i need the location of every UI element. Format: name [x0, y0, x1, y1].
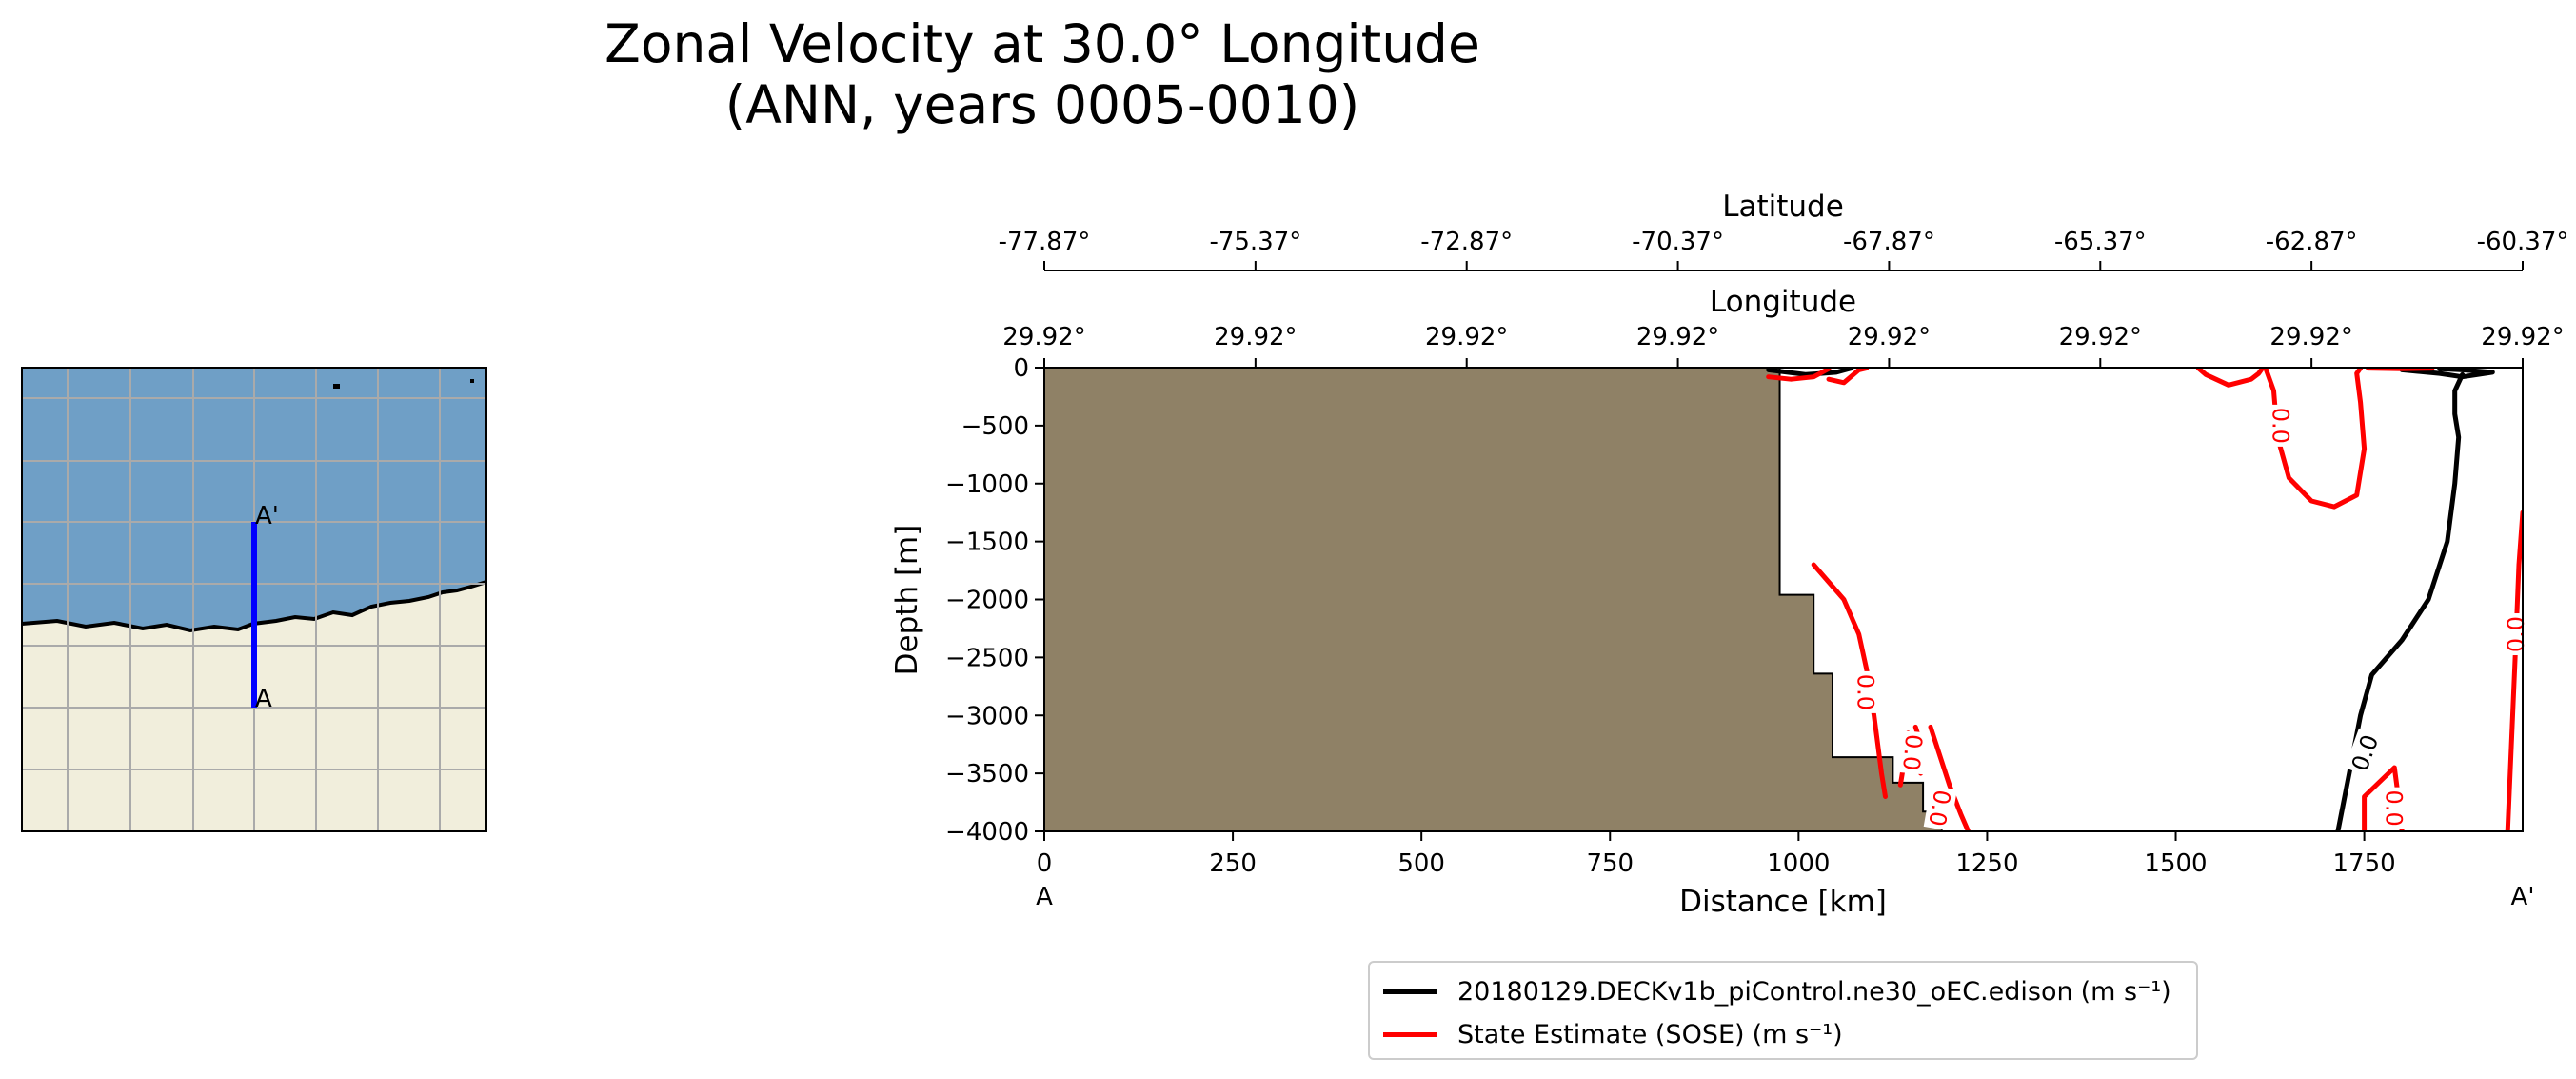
contour-label: 0.0 — [1923, 788, 1955, 828]
x-tick-label: 1250 — [1955, 849, 2018, 878]
legend-units-model: (m s⁻¹) — [2080, 976, 2171, 1007]
map-grid — [22, 368, 486, 831]
longitude-tick-label: 29.92° — [2481, 323, 2564, 351]
latitude-tick-label: -62.87° — [2266, 228, 2358, 256]
contour-label-bg — [2381, 787, 2408, 829]
latitude-tick-label: -77.87° — [999, 228, 1091, 256]
latitude-tick-label: -65.37° — [2054, 228, 2147, 256]
x-end-label: A' — [2511, 883, 2535, 911]
longitude-tick-label: 29.92° — [1002, 323, 1085, 351]
legend-units-obs: (m s⁻¹) — [1752, 1019, 1843, 1049]
x-tick-label: 0 — [1037, 849, 1053, 878]
x-tick-label: 750 — [1586, 849, 1634, 878]
y-tick-label: −500 — [961, 412, 1029, 441]
contour-label-bg — [1853, 670, 1880, 713]
sose-contour-line — [2195, 368, 2266, 388]
y-tick-label: −4000 — [945, 818, 1029, 847]
contour-label: 0.0 — [2503, 616, 2529, 652]
contour-label-bg — [1897, 730, 1929, 775]
latitude-tick-label: -70.37° — [1632, 228, 1724, 256]
sose-contour-line — [1826, 368, 1870, 386]
y-tick-label: −2000 — [945, 587, 1029, 615]
sose-contour-line — [2505, 510, 2523, 831]
legend-item-model: 20180129.DECKv1b_piControl.ne30_oEC.edis… — [1383, 972, 2171, 1010]
sose-contour-line — [1928, 724, 1972, 831]
x-tick-label: 1500 — [2144, 849, 2207, 878]
y-tick-label: −3000 — [945, 702, 1029, 730]
y-tick-label: −1500 — [945, 529, 1029, 557]
model-contour-line — [1766, 368, 1854, 377]
longitude-tick-label: 29.92° — [2269, 323, 2352, 351]
longitude-tick-label: 29.92° — [2059, 323, 2142, 351]
contour-label-bg — [2344, 728, 2385, 777]
model-contour-line — [2335, 371, 2466, 831]
section-plot: 0.00.00.00.00.00.00.0 0 250 500 750 1000 1250… — [890, 190, 2568, 919]
legend: 20180129.DECKv1b_piControl.ne30_oEC.edis… — [1368, 961, 2198, 1060]
legend-swatch-obs — [1383, 1031, 1437, 1037]
legend-item-obs: State Estimate (SOSE) (m s⁻¹) — [1383, 1015, 1843, 1053]
legend-swatch-model — [1383, 989, 1437, 994]
y-tick-label: −2500 — [945, 644, 1029, 672]
bathymetry-fill — [1043, 367, 1943, 832]
map-island — [333, 384, 340, 389]
longitude-tick-label: 29.92° — [1214, 323, 1297, 351]
inset-map: A' A — [21, 367, 487, 832]
map-coastline — [22, 580, 486, 633]
legend-label-model: 20180129.DECKv1b_piControl.ne30_oEC.edis… — [1457, 976, 2073, 1007]
map-island — [470, 379, 474, 383]
contour-label-bg — [2268, 404, 2295, 447]
contour-label-bg — [1923, 785, 1957, 831]
x-tick-label: 250 — [1209, 849, 1257, 878]
sose-contour-line — [1766, 368, 1832, 382]
contour-label: 0.0 — [2380, 790, 2407, 827]
model-contour-line — [2399, 368, 2495, 380]
contour-label: 0.0 — [2267, 408, 2293, 444]
map-end-label: A' — [255, 502, 279, 530]
latitude-tick-label: -75.37° — [1209, 228, 1301, 256]
map-frame — [21, 367, 487, 832]
map-start-label: A — [255, 685, 272, 713]
x-axis-label: Distance [km] — [1679, 885, 1887, 919]
legend-label-obs: State Estimate (SOSE) — [1457, 1019, 1745, 1049]
y-tick-label: 0 — [1013, 354, 1029, 383]
x-tick-label: 500 — [1397, 849, 1445, 878]
x-start-label: A — [1036, 883, 1053, 911]
contour-label: 0.0 — [1853, 674, 1879, 710]
sose-contour-line — [1811, 562, 1888, 799]
y-tick-label: −1000 — [945, 470, 1029, 499]
chart-title-line2: (ANN, years 0005-0010) — [724, 74, 1360, 135]
x-tick-label: 1750 — [2333, 849, 2396, 878]
y-axis-label: Depth [m] — [890, 525, 924, 676]
contour-label: 0.0 — [1897, 733, 1927, 771]
longitude-tick-label: 29.92° — [1848, 323, 1931, 351]
longitude-axis-label: Longitude — [1710, 285, 1856, 319]
longitude-tick-label: 29.92° — [1425, 323, 1508, 351]
longitude-tick-label: 29.92° — [1636, 323, 1719, 351]
latitude-tick-label: -72.87° — [1420, 228, 1513, 256]
x-tick-label: 1000 — [1767, 849, 1830, 878]
latitude-axis-label: Latitude — [1722, 190, 1844, 224]
latitude-tick-label: -60.37° — [2477, 228, 2569, 256]
y-tick-label: −3500 — [945, 760, 1029, 789]
chart-title-line1: Zonal Velocity at 30.0° Longitude — [604, 13, 1480, 74]
latitude-tick-label: -67.87° — [1843, 228, 1935, 256]
